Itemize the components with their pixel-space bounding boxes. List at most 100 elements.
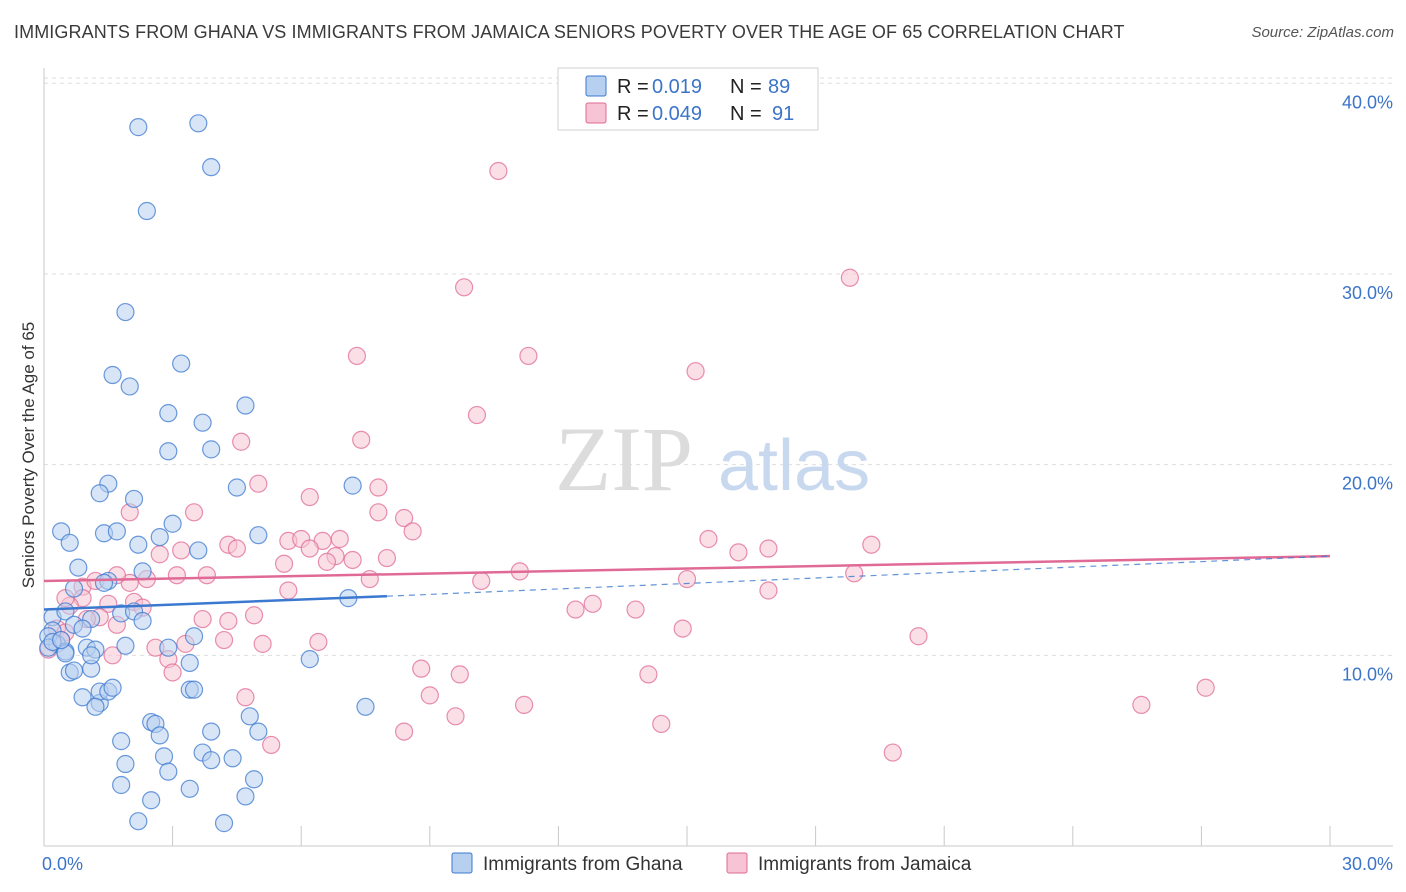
point-ghana-0	[129, 118, 148, 137]
point-ghana-33	[56, 602, 75, 621]
point-ghana-52	[82, 646, 101, 665]
point-ghana-47	[184, 627, 204, 646]
point-jamaica-59	[583, 594, 602, 613]
point-ghana-54	[300, 650, 319, 669]
series-jamaica-points	[39, 161, 1215, 762]
point-ghana-87	[214, 814, 234, 833]
point-jamaica-24	[759, 539, 778, 558]
point-jamaica-83	[652, 714, 671, 734]
point-jamaica-79	[1132, 695, 1151, 714]
point-jamaica-84	[262, 735, 281, 755]
point-jamaica-33	[274, 554, 294, 573]
legend-label-jamaica: Immigrants from Jamaica	[758, 854, 972, 875]
point-ghana-29	[133, 562, 152, 581]
y-axis-label: Seniors Poverty Over the Age of 65	[19, 322, 38, 588]
point-jamaica-14	[369, 503, 388, 522]
point-jamaica-31	[343, 550, 362, 570]
x-tick-label-0: 0.0%	[42, 854, 83, 874]
point-ghana-70	[202, 722, 221, 741]
point-ghana-58	[52, 630, 71, 650]
point-jamaica-55	[193, 609, 212, 629]
watermark-atlas: atlas	[718, 426, 870, 506]
point-jamaica-21	[699, 529, 718, 549]
stats-r-value-jamaica: 0.049	[652, 103, 702, 125]
point-ghana-71	[240, 707, 259, 726]
point-ghana-21	[150, 527, 169, 547]
point-jamaica-34	[317, 552, 337, 571]
point-jamaica-28	[150, 545, 169, 564]
watermark-zip: ZIP	[555, 408, 693, 510]
y-tick-labels: 10.0% 20.0% 30.0% 40.0%	[1342, 92, 1393, 684]
point-jamaica-7	[232, 432, 251, 451]
point-ghana-81	[244, 770, 264, 789]
point-ghana-79	[116, 754, 135, 774]
point-ghana-73	[112, 732, 131, 751]
point-ghana-83	[112, 775, 131, 795]
point-ghana-59	[73, 688, 92, 707]
y-tick-label-0: 10.0%	[1342, 664, 1393, 684]
point-jamaica-29	[300, 539, 319, 558]
point-jamaica-77	[420, 686, 439, 705]
point-jamaica-26	[227, 539, 246, 558]
point-jamaica-74	[450, 665, 469, 684]
stats-r-value-ghana: 0.019	[652, 76, 702, 98]
point-jamaica-58	[566, 600, 585, 619]
series-legend: Immigrants from Ghana Immigrants from Ja…	[451, 852, 972, 875]
point-jamaica-37	[360, 569, 379, 589]
point-jamaica-2	[840, 268, 859, 287]
stats-swatch-jamaica	[585, 102, 607, 124]
stats-legend: R = 0.019 N = 89 R = 0.049 N = 91	[557, 67, 819, 131]
point-jamaica-78	[515, 695, 534, 714]
point-jamaica-45	[279, 581, 298, 600]
point-jamaica-27	[172, 541, 191, 560]
x-tick-label-1: 30.0%	[1342, 854, 1393, 874]
point-ghana-20	[107, 522, 126, 541]
point-ghana-6	[103, 365, 122, 385]
point-ghana-85	[236, 787, 255, 806]
point-jamaica-61	[759, 581, 778, 600]
point-ghana-16	[227, 478, 246, 497]
point-ghana-50	[64, 661, 84, 680]
point-ghana-27	[69, 558, 88, 577]
stats-n-label-jamaica: N =	[730, 103, 762, 125]
point-jamaica-20	[403, 522, 422, 541]
point-ghana-10	[236, 396, 255, 415]
point-jamaica-15	[394, 508, 414, 528]
point-jamaica-5	[686, 362, 705, 381]
trend-lines	[43, 554, 1331, 611]
point-ghana-22	[163, 514, 182, 533]
point-jamaica-36	[197, 566, 216, 585]
point-ghana-12	[202, 440, 221, 459]
trend-line-ghana-extension	[386, 555, 1331, 597]
point-jamaica-10	[300, 487, 319, 507]
point-jamaica-70	[909, 627, 928, 646]
point-jamaica-38	[472, 571, 491, 591]
point-jamaica-88	[103, 646, 122, 665]
point-jamaica-60	[626, 600, 645, 619]
point-jamaica-76	[236, 688, 255, 707]
point-jamaica-80	[1196, 678, 1215, 697]
point-ghana-63	[103, 678, 122, 697]
point-jamaica-67	[253, 634, 272, 653]
point-ghana-74	[150, 726, 169, 745]
trend-line-ghana	[43, 594, 387, 611]
chart-title: IMMIGRANTS FROM GHANA VS IMMIGRANTS FROM…	[14, 22, 1125, 42]
point-jamaica-23	[729, 543, 748, 562]
point-jamaica-40	[677, 569, 697, 589]
y-tick-label-3: 40.0%	[1342, 92, 1393, 112]
point-ghana-76	[154, 747, 174, 766]
point-ghana-1	[189, 114, 208, 133]
point-jamaica-81	[446, 707, 465, 726]
point-jamaica-11	[369, 478, 388, 497]
stats-n-value-jamaica: 91	[772, 103, 794, 125]
point-jamaica-12	[184, 503, 204, 522]
point-ghana-84	[142, 791, 161, 810]
point-ghana-5	[172, 354, 191, 373]
point-ghana-31	[94, 573, 114, 592]
point-jamaica-1	[454, 278, 474, 297]
point-ghana-11	[159, 442, 178, 461]
point-jamaica-73	[412, 659, 431, 678]
point-ghana-17	[343, 476, 362, 495]
source-credit: Source: ZipAtlas.com	[1251, 24, 1394, 41]
